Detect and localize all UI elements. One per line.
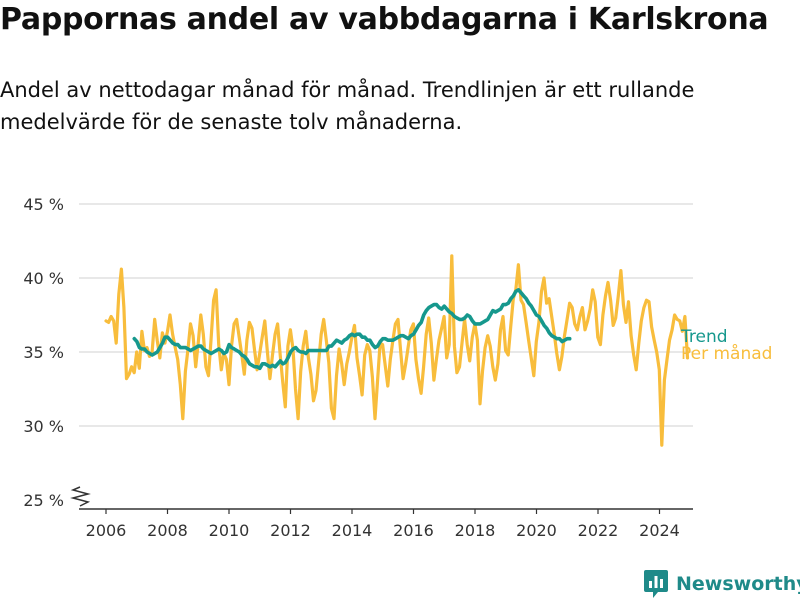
chart-subtitle: Andel av nettodagar månad för månad. Tre… (0, 78, 695, 134)
chart-title: Pappornas andel av vabbdagarna i Karlskr… (0, 2, 769, 37)
x-tick-label-2006: 2006 (86, 521, 127, 540)
x-tick-label-2014: 2014 (332, 521, 373, 540)
legend-label-trend: Trend (680, 327, 728, 347)
x-tick-label-2022: 2022 (578, 521, 619, 540)
x-tick-label-2024: 2024 (639, 521, 680, 540)
x-tick-label-2008: 2008 (147, 521, 188, 540)
legend-label-monthly: Per månad (681, 343, 772, 364)
x-axis-ticks: 2006 2008 2010 2012 2014 2016 2018 2020 2022 2024 (86, 509, 680, 540)
axis-break-icon (70, 486, 91, 507)
newsworthy-logo-icon (644, 570, 668, 598)
series-line-per-manad (104, 254, 690, 447)
x-tick-label-2020: 2020 (516, 521, 557, 540)
gridlines (79, 203, 693, 427)
x-tick-label-2016: 2016 (393, 521, 434, 540)
x-tick-label-2018: 2018 (455, 521, 496, 540)
y-tick-label-40: 40 % (23, 269, 64, 288)
y-tick-label-45: 45 % (23, 195, 64, 214)
y-tick-label-25: 25 % (23, 491, 64, 510)
y-tick-label-30: 30 % (23, 417, 64, 436)
series-layer (104, 254, 690, 447)
newsworthy-logo-text: Newsworthy (676, 573, 800, 595)
x-tick-label-2010: 2010 (209, 521, 250, 540)
y-axis-tick-labels: 25 % 30 % 35 % 40 % 45 % (23, 195, 64, 510)
y-tick-label-35: 35 % (23, 343, 64, 362)
x-tick-label-2012: 2012 (270, 521, 311, 540)
series-line-trend (132, 287, 572, 371)
newsworthy-logo: Newsworthy (644, 569, 800, 599)
